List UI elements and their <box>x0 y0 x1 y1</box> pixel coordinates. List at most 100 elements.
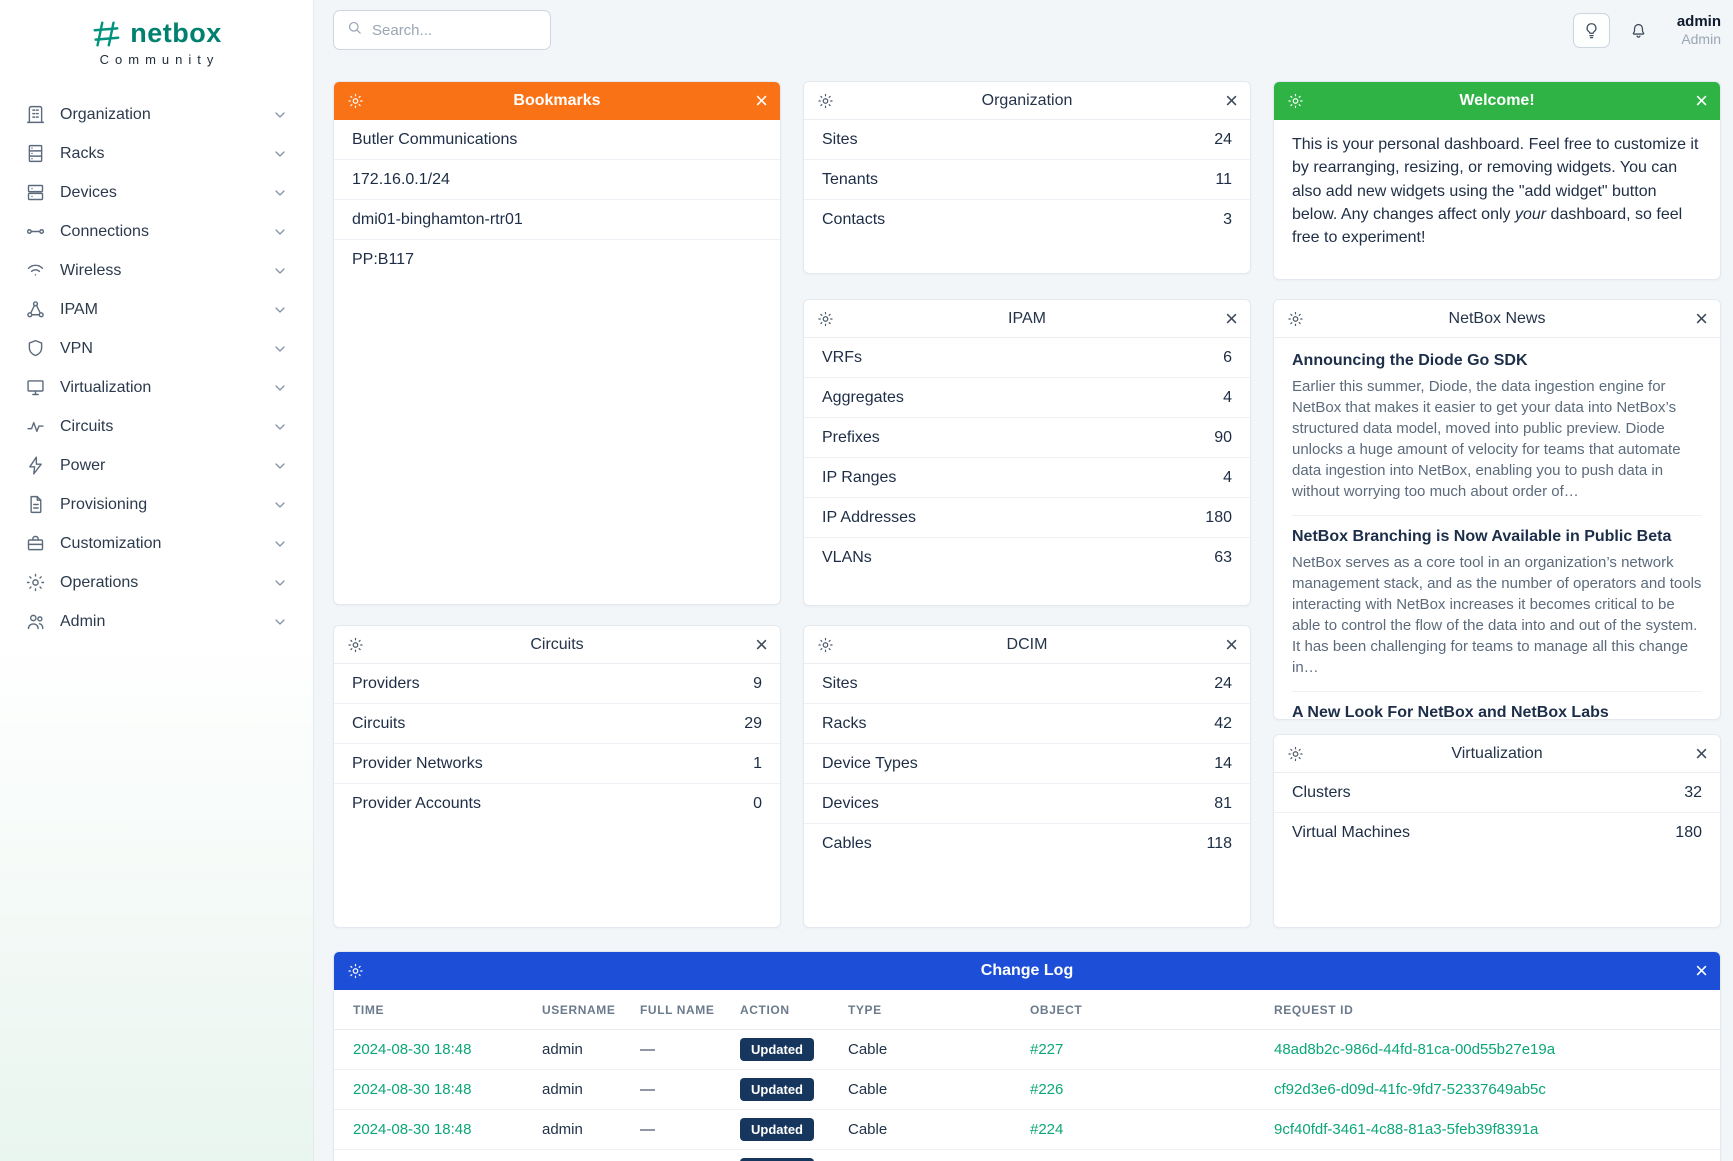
stat-row[interactable]: Sites 24 <box>804 120 1250 160</box>
sidebar-item-provisioning[interactable]: Provisioning <box>11 485 302 524</box>
gear-icon[interactable] <box>817 636 834 653</box>
close-icon[interactable]: × <box>1695 88 1708 113</box>
sidebar-item-vpn[interactable]: VPN <box>11 329 302 368</box>
news-title-link[interactable]: A New Look For NetBox and NetBox Labs <box>1292 704 1609 720</box>
stat-row[interactable]: VLANs 63 <box>804 538 1250 578</box>
stat-row[interactable]: Tenants 11 <box>804 160 1250 200</box>
circuits-icon <box>25 416 46 437</box>
gear-icon[interactable] <box>347 636 364 653</box>
sidebar-item-circuits[interactable]: Circuits <box>11 407 302 446</box>
close-icon[interactable]: × <box>1225 305 1238 331</box>
building-icon <box>25 104 46 125</box>
news-title-link[interactable]: Announcing the Diode Go SDK <box>1292 352 1528 369</box>
close-icon[interactable]: × <box>755 88 768 113</box>
changelog-object-link[interactable]: #224 <box>1030 1121 1064 1138</box>
changelog-object-link[interactable]: #227 <box>1030 1041 1064 1058</box>
stat-row[interactable]: Virtual Machines 180 <box>1274 813 1720 853</box>
stat-value: 90 <box>1214 428 1232 446</box>
stat-row[interactable]: Clusters 32 <box>1274 773 1720 813</box>
changelog-time-link[interactable]: 2024-08-30 18:48 <box>353 1121 472 1138</box>
gear-icon[interactable] <box>1287 745 1304 762</box>
close-icon[interactable]: × <box>1225 631 1238 657</box>
search-input[interactable] <box>372 21 538 39</box>
close-icon[interactable]: × <box>1695 740 1708 766</box>
stat-label: Tenants <box>822 170 879 188</box>
sidebar-item-connections[interactable]: Connections <box>11 212 302 251</box>
gear-icon[interactable] <box>1287 93 1304 110</box>
stat-row[interactable]: Racks 42 <box>804 704 1250 744</box>
bookmark-item[interactable]: PP:B117 <box>352 251 414 268</box>
welcome-text-em: your <box>1514 206 1547 224</box>
user-menu[interactable]: admin Admin <box>1677 13 1721 47</box>
gear-icon[interactable] <box>347 963 364 980</box>
stat-label: Device Types <box>822 754 918 772</box>
close-icon[interactable]: × <box>1695 958 1708 983</box>
changelog-request-id-link[interactable]: cf92d3e6-d09d-41fc-9fd7-52337649ab5c <box>1274 1081 1546 1098</box>
changelog-username: admin <box>542 1081 583 1098</box>
sidebar-item-ipam[interactable]: IPAM <box>11 290 302 329</box>
changelog-request-id-link[interactable]: 48ad8b2c-986d-44fd-81ca-00d55b27e19a <box>1274 1041 1556 1058</box>
changelog-time-link[interactable]: 2024-08-30 18:48 <box>353 1041 472 1058</box>
changelog-full-name: — <box>640 1121 655 1138</box>
changelog-type: Cable <box>848 1081 888 1098</box>
gear-icon[interactable] <box>1287 310 1304 327</box>
sidebar-item-virtualization[interactable]: Virtualization <box>11 368 302 407</box>
stat-row[interactable]: VRFs 6 <box>804 338 1250 378</box>
admin-icon <box>25 611 46 632</box>
stat-row[interactable]: Contacts 3 <box>804 200 1250 240</box>
stat-row[interactable]: Device Types 14 <box>804 744 1250 784</box>
sidebar-item-label: IPAM <box>60 300 98 318</box>
stat-label: Prefixes <box>822 428 880 446</box>
stat-row[interactable]: Prefixes 90 <box>804 418 1250 458</box>
stat-value: 32 <box>1684 783 1702 801</box>
sidebar-item-operations[interactable]: Operations <box>11 563 302 602</box>
close-icon[interactable]: × <box>1695 305 1708 331</box>
stat-row[interactable]: Providers 9 <box>334 664 780 704</box>
stat-row[interactable]: Aggregates 4 <box>804 378 1250 418</box>
changelog-action: Updated <box>740 1118 848 1141</box>
gear-icon[interactable] <box>817 92 834 109</box>
bookmark-item[interactable]: 172.16.0.1/24 <box>334 160 780 200</box>
user-role: Admin <box>1681 31 1721 47</box>
bookmark-item[interactable]: dmi01-binghamton-rtr01 <box>334 200 780 240</box>
changelog-object-link[interactable]: #226 <box>1030 1081 1064 1098</box>
connections-icon <box>25 221 46 242</box>
close-icon[interactable]: × <box>1225 87 1238 113</box>
sidebar-item-admin[interactable]: Admin <box>11 602 302 641</box>
sidebar-item-devices[interactable]: Devices <box>11 173 302 212</box>
wireless-icon <box>25 260 46 281</box>
news-item: NetBox Branching is Now Available in Pub… <box>1292 515 1702 691</box>
changelog-request-id-link[interactable]: 9cf40fdf-3461-4c88-81a3-5feb39f8391a <box>1274 1121 1539 1138</box>
stat-row[interactable]: Cables 118 <box>804 824 1250 864</box>
stat-row[interactable]: IP Ranges 4 <box>804 458 1250 498</box>
notifications-button[interactable] <box>1620 13 1657 48</box>
brand[interactable]: netbox Community <box>0 0 313 71</box>
stat-label: Virtual Machines <box>1292 824 1410 841</box>
widget-header: Organization × <box>804 82 1250 120</box>
close-icon[interactable]: × <box>755 631 768 657</box>
stat-value: 24 <box>1214 674 1232 692</box>
sidebar-item-organization[interactable]: Organization <box>11 95 302 134</box>
stat-value: 0 <box>753 795 762 812</box>
stat-label: Cables <box>822 835 872 852</box>
sidebar-item-power[interactable]: Power <box>11 446 302 485</box>
changelog-time-link[interactable]: 2024-08-30 18:48 <box>353 1081 472 1098</box>
chevron-down-icon <box>272 419 288 435</box>
gear-icon[interactable] <box>817 310 834 327</box>
gear-icon[interactable] <box>347 93 364 110</box>
stat-row[interactable]: Sites 24 <box>804 664 1250 704</box>
theme-toggle-button[interactable] <box>1572 12 1610 48</box>
stat-row[interactable]: IP Addresses 180 <box>804 498 1250 538</box>
virtualization-icon <box>25 377 46 398</box>
sidebar-item-wireless[interactable]: Wireless <box>11 251 302 290</box>
stat-row[interactable]: Devices 81 <box>804 784 1250 824</box>
stat-row[interactable]: Provider Networks 1 <box>334 744 780 784</box>
sidebar-item-racks[interactable]: Racks <box>11 134 302 173</box>
stat-row[interactable]: Circuits 29 <box>334 704 780 744</box>
search-box[interactable] <box>333 10 551 50</box>
sidebar-item-label: Provisioning <box>60 495 148 513</box>
stat-row[interactable]: Provider Accounts 0 <box>334 784 780 824</box>
bookmark-item[interactable]: Butler Communications <box>334 120 780 160</box>
sidebar-item-customization[interactable]: Customization <box>11 524 302 563</box>
news-title-link[interactable]: NetBox Branching is Now Available in Pub… <box>1292 528 1672 545</box>
